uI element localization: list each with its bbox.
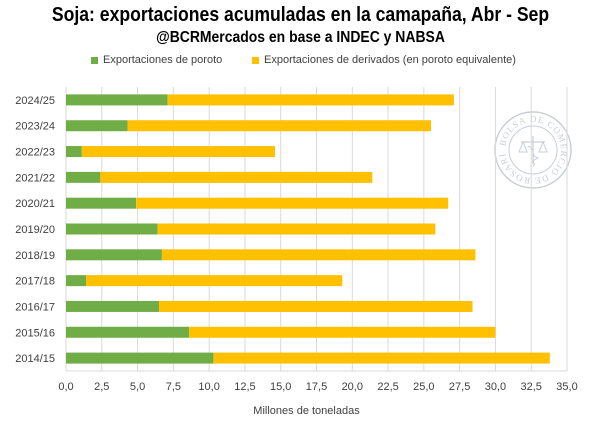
bar-poroto bbox=[66, 249, 162, 261]
y-tick-label: 2019/20 bbox=[15, 224, 55, 236]
bar-derivados bbox=[189, 326, 496, 338]
x-tick-label: 25,0 bbox=[413, 381, 434, 393]
y-tick-label: 2017/18 bbox=[15, 276, 55, 288]
chart-subtitle: @BCRMercados en base a INDEC y NABSA bbox=[156, 29, 445, 46]
legend-swatch-derivados bbox=[252, 56, 259, 64]
legend-item-poroto: Exportaciones de poroto bbox=[91, 54, 222, 66]
x-tick-label: 2,5 bbox=[94, 381, 109, 393]
legend-label-derivados: Exportaciones de derivados (en poroto eq… bbox=[264, 54, 516, 66]
x-axis-title: Millones de toneladas bbox=[253, 405, 360, 417]
y-tick-label: 2018/19 bbox=[15, 250, 55, 262]
bcr-seal-watermark: BOLSA DE COMERCIO DE ROSARIO bbox=[494, 111, 572, 189]
bar-poroto bbox=[66, 197, 137, 209]
bar-derivados bbox=[159, 300, 473, 312]
y-tick-label: 2021/22 bbox=[15, 172, 55, 184]
x-tick-label: 10,0 bbox=[198, 381, 219, 393]
bar-poroto bbox=[66, 171, 101, 183]
bar-poroto bbox=[66, 223, 158, 235]
x-tick-label: 35,0 bbox=[556, 381, 577, 393]
legend-item-derivados: Exportaciones de derivados (en poroto eq… bbox=[252, 54, 516, 66]
bar-derivados bbox=[81, 146, 275, 158]
bar-derivados bbox=[157, 223, 436, 235]
y-tick-label: 2016/17 bbox=[15, 301, 55, 313]
bar-poroto bbox=[66, 352, 214, 364]
legend-label-poroto: Exportaciones de poroto bbox=[103, 54, 223, 66]
bar-poroto bbox=[66, 300, 160, 312]
bar-poroto bbox=[66, 94, 168, 106]
legend-swatch-poroto bbox=[91, 56, 98, 64]
x-tick-label: 17,5 bbox=[306, 381, 327, 393]
bar-derivados bbox=[86, 275, 343, 287]
bar-poroto bbox=[66, 146, 82, 158]
bar-poroto bbox=[66, 120, 128, 132]
x-axis-labels: 0,0 2,5 5,0 7,5 10,0 12,5 15,0 17,5 20,0 22,5 25,0… bbox=[58, 381, 577, 393]
x-tick-label: 30,0 bbox=[485, 381, 506, 393]
bar-derivados bbox=[161, 249, 476, 261]
bar-derivados bbox=[100, 171, 373, 183]
bar-derivados bbox=[167, 94, 454, 106]
x-tick-label: 32,5 bbox=[521, 381, 542, 393]
bar-derivados bbox=[213, 352, 550, 364]
x-tick-label: 5,0 bbox=[130, 381, 145, 393]
bar-poroto bbox=[66, 275, 87, 287]
x-tick-label: 7,5 bbox=[166, 381, 181, 393]
x-tick-label: 27,5 bbox=[449, 381, 470, 393]
y-tick-label: 2024/25 bbox=[15, 95, 55, 107]
y-tick-label: 2014/15 bbox=[15, 353, 55, 365]
x-tick-label: 15,0 bbox=[270, 381, 291, 393]
y-axis-labels: 2024/25 2023/24 2022/23 2021/22 2020/21 2019/… bbox=[15, 95, 55, 365]
bars bbox=[66, 94, 550, 364]
x-tick-label: 20,0 bbox=[342, 381, 363, 393]
bar-derivados bbox=[127, 120, 432, 132]
x-tick-label: 0,0 bbox=[58, 381, 73, 393]
chart-title: Soja: exportaciones acumuladas en la cam… bbox=[51, 4, 550, 26]
y-tick-label: 2022/23 bbox=[15, 147, 55, 159]
y-tick-label: 2015/16 bbox=[15, 327, 55, 339]
bar-poroto bbox=[66, 326, 190, 338]
y-tick-label: 2020/21 bbox=[15, 198, 55, 210]
bar-derivados bbox=[136, 197, 449, 209]
y-tick-label: 2023/24 bbox=[15, 121, 55, 133]
legend: Exportaciones de poroto Exportaciones de… bbox=[0, 54, 601, 70]
x-tick-label: 22,5 bbox=[377, 381, 398, 393]
x-tick-label: 12,5 bbox=[234, 381, 255, 393]
